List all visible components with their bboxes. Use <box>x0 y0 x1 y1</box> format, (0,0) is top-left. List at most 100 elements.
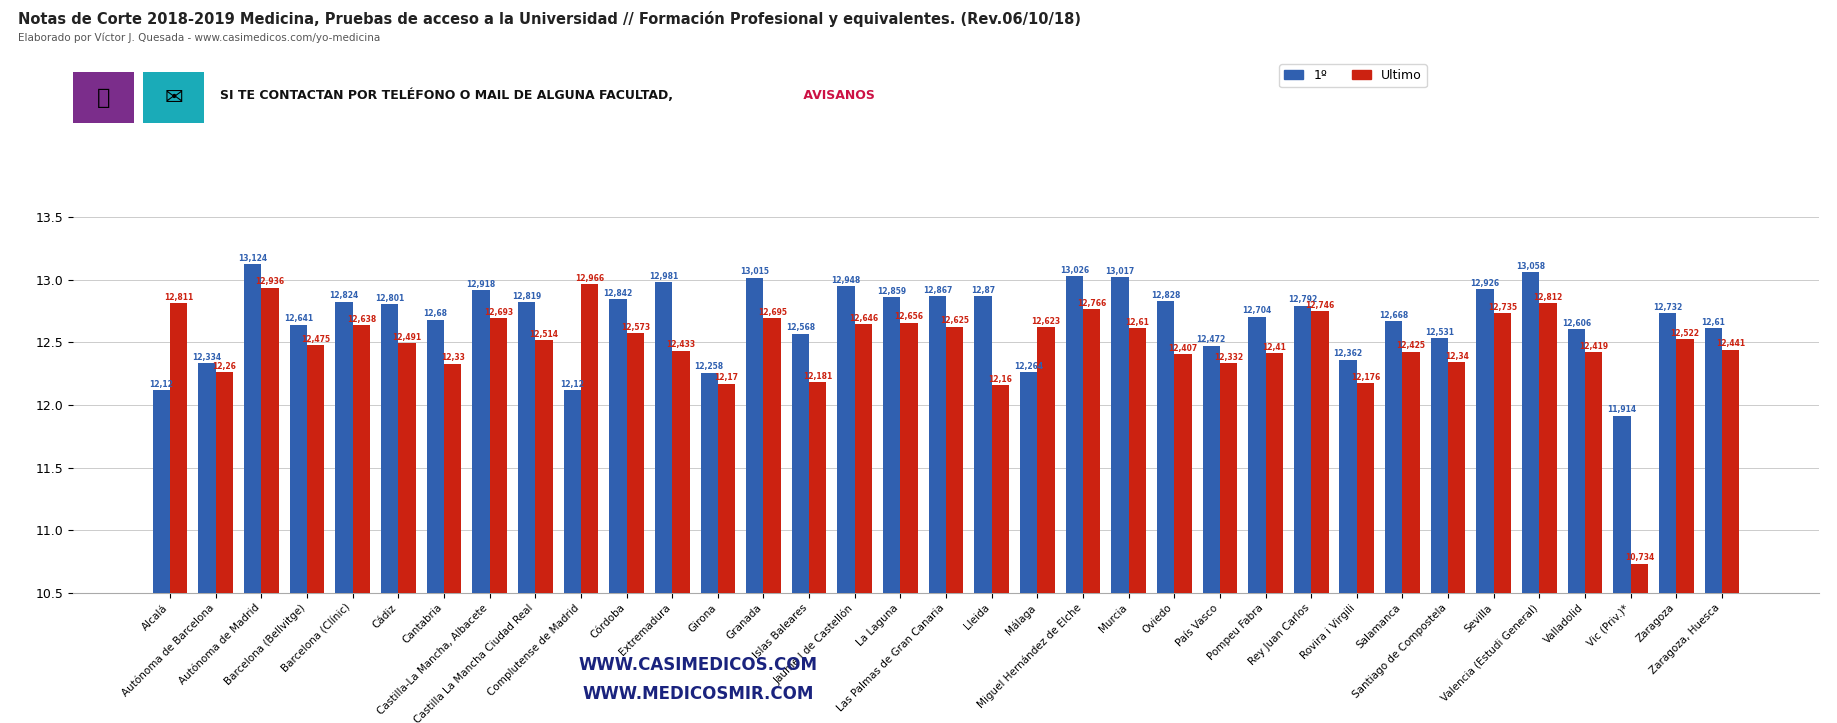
Text: 12,646: 12,646 <box>849 314 878 322</box>
Bar <box>198 363 215 593</box>
Text: 12,623: 12,623 <box>1031 317 1060 325</box>
Text: 12,801: 12,801 <box>375 294 404 303</box>
Text: 12,948: 12,948 <box>832 275 862 285</box>
Text: 12,819: 12,819 <box>513 292 542 301</box>
Text: WWW.MEDICOSMIR.COM: WWW.MEDICOSMIR.COM <box>582 685 814 703</box>
Bar <box>1065 276 1084 593</box>
Bar <box>1385 321 1402 593</box>
Bar <box>1431 338 1448 593</box>
Bar <box>1111 278 1128 593</box>
Text: 12,926: 12,926 <box>1471 278 1499 288</box>
Text: 12,842: 12,842 <box>603 289 632 298</box>
Text: 12,693: 12,693 <box>483 308 513 317</box>
Text: 12,981: 12,981 <box>648 272 678 281</box>
Text: 12,425: 12,425 <box>1396 341 1426 351</box>
Bar <box>535 341 553 593</box>
Bar <box>445 364 461 593</box>
Bar <box>1613 416 1631 593</box>
Bar <box>838 286 854 593</box>
Bar <box>610 299 626 593</box>
Bar <box>1203 346 1220 593</box>
Text: 12,522: 12,522 <box>1670 329 1699 338</box>
Text: 12,61: 12,61 <box>1701 318 1725 328</box>
Bar <box>1402 351 1420 593</box>
Bar <box>1266 354 1282 593</box>
Bar <box>380 304 399 593</box>
Bar <box>472 290 490 593</box>
Bar <box>261 288 279 593</box>
Text: 12,824: 12,824 <box>329 291 358 300</box>
Text: 12,26: 12,26 <box>213 362 237 371</box>
Text: 12,41: 12,41 <box>1262 343 1286 352</box>
Text: 12,746: 12,746 <box>1306 301 1334 310</box>
Bar <box>1038 327 1054 593</box>
Bar <box>518 302 535 593</box>
Bar <box>171 303 187 593</box>
Text: 12,87: 12,87 <box>972 286 996 294</box>
Bar <box>1677 340 1694 593</box>
Text: 12,766: 12,766 <box>1076 299 1106 307</box>
Bar <box>764 318 781 593</box>
Text: 12,573: 12,573 <box>621 322 650 332</box>
Bar <box>718 384 735 593</box>
Bar <box>992 385 1009 593</box>
Text: 12,668: 12,668 <box>1380 311 1409 320</box>
Text: 12,433: 12,433 <box>667 341 696 349</box>
Text: 12,641: 12,641 <box>285 315 312 323</box>
Bar <box>1585 352 1602 593</box>
Bar <box>930 296 946 593</box>
Text: 12,258: 12,258 <box>694 362 724 372</box>
Bar <box>1312 312 1328 593</box>
Text: 12,792: 12,792 <box>1288 296 1317 304</box>
Bar <box>1523 273 1539 593</box>
Bar <box>746 278 764 593</box>
Text: 13,124: 13,124 <box>239 254 268 262</box>
Text: 12,17: 12,17 <box>715 373 738 382</box>
Text: 12,12: 12,12 <box>149 380 173 388</box>
Bar <box>1448 362 1466 593</box>
Bar <box>900 322 918 593</box>
Bar <box>654 282 672 593</box>
Text: 12,514: 12,514 <box>529 330 558 339</box>
Text: 12,732: 12,732 <box>1653 303 1683 312</box>
Text: Elaborado por Víctor J. Quesada - www.casimedicos.com/yo-medicina: Elaborado por Víctor J. Quesada - www.ca… <box>18 33 380 43</box>
Bar <box>854 324 873 593</box>
Text: WWW.CASIMEDICOS.COM: WWW.CASIMEDICOS.COM <box>579 656 817 674</box>
Text: 12,68: 12,68 <box>423 309 448 318</box>
Text: 12,334: 12,334 <box>193 353 222 362</box>
Bar <box>336 301 353 593</box>
Bar <box>946 327 963 593</box>
Bar <box>1493 313 1512 593</box>
Bar <box>1539 303 1556 593</box>
Text: 12,441: 12,441 <box>1716 339 1745 348</box>
Text: SI TE CONTACTAN POR TELÉFONO O MAIL DE ALGUNA FACULTAD,: SI TE CONTACTAN POR TELÉFONO O MAIL DE A… <box>220 89 674 102</box>
Bar <box>626 333 645 593</box>
Text: 13,058: 13,058 <box>1516 262 1545 271</box>
Bar <box>884 297 900 593</box>
Text: 12,606: 12,606 <box>1561 319 1591 328</box>
Text: 12,656: 12,656 <box>895 312 924 322</box>
Text: 12,33: 12,33 <box>441 354 465 362</box>
Bar <box>1631 563 1648 593</box>
Text: 10,734: 10,734 <box>1624 553 1653 562</box>
Bar <box>1247 317 1266 593</box>
Text: 12,181: 12,181 <box>803 372 832 381</box>
Text: 12,16: 12,16 <box>988 375 1012 384</box>
Text: 12,568: 12,568 <box>786 323 816 333</box>
Text: 12,918: 12,918 <box>467 280 496 288</box>
Bar <box>490 318 507 593</box>
Bar <box>1084 309 1100 593</box>
Text: 12,407: 12,407 <box>1168 343 1198 353</box>
Text: 12,419: 12,419 <box>1580 342 1607 351</box>
Text: Notas de Corte 2018-2019 Medicina, Pruebas de acceso a la Universidad // Formaci: Notas de Corte 2018-2019 Medicina, Prueb… <box>18 11 1082 27</box>
Bar <box>1128 328 1146 593</box>
Text: 12,625: 12,625 <box>941 316 970 325</box>
Text: 13,026: 13,026 <box>1060 266 1089 275</box>
Bar <box>1293 306 1312 593</box>
Text: 12,695: 12,695 <box>757 307 786 317</box>
Bar <box>1220 363 1238 593</box>
Text: 12,475: 12,475 <box>301 335 331 344</box>
Bar <box>974 296 992 593</box>
Bar <box>1157 301 1174 593</box>
Text: 12,936: 12,936 <box>255 278 285 286</box>
